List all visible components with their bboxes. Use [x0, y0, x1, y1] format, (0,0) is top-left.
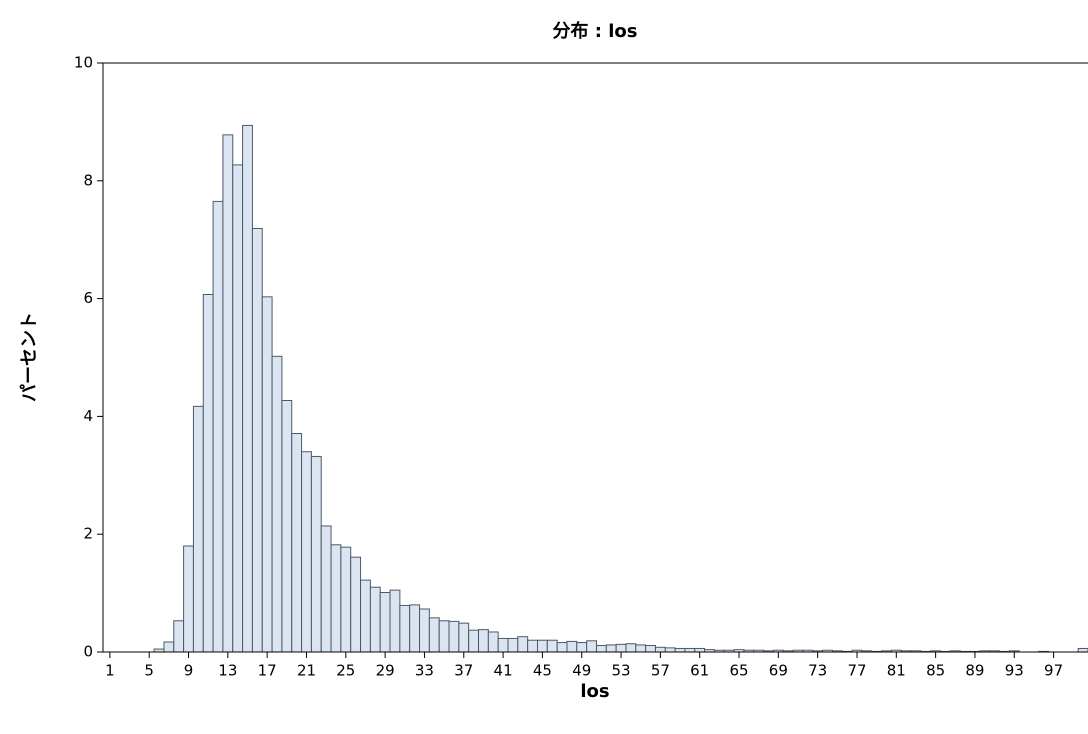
bar — [281, 399, 293, 653]
bar — [202, 293, 214, 653]
bar — [369, 586, 381, 653]
x-tick-label: 37 — [454, 662, 473, 680]
bar — [635, 644, 647, 653]
bar — [163, 641, 175, 653]
bar — [694, 647, 706, 653]
x-axis-label: los — [580, 681, 609, 702]
x-tick-label: 49 — [572, 662, 591, 680]
bar — [487, 631, 499, 653]
bar — [301, 451, 312, 653]
bar — [310, 455, 322, 653]
bar — [350, 556, 362, 653]
bar — [674, 647, 686, 653]
bar — [497, 637, 509, 653]
bar — [576, 642, 588, 653]
y-tick-label: 10 — [74, 54, 93, 72]
bar — [595, 645, 607, 653]
y-tick-label: 6 — [83, 289, 93, 307]
bar — [556, 642, 568, 653]
x-tick-label: 53 — [612, 662, 631, 680]
chart-title: 分布 : los — [553, 20, 638, 42]
x-tick-label: 61 — [690, 662, 709, 680]
bar — [419, 608, 430, 653]
bar — [664, 647, 676, 653]
bar — [251, 228, 263, 653]
bar — [379, 592, 391, 653]
bar — [242, 124, 253, 653]
bar — [507, 637, 519, 653]
bar — [389, 589, 401, 653]
y-axis-label: パーセント — [19, 312, 40, 402]
bar — [261, 296, 273, 653]
bar — [448, 620, 460, 653]
bar — [586, 640, 597, 653]
x-tick-label: 29 — [376, 662, 395, 680]
bar — [183, 545, 194, 653]
x-tick-label: 45 — [533, 662, 552, 680]
bar — [340, 546, 352, 653]
x-tick-label: 93 — [1005, 662, 1024, 680]
x-tick-label: 13 — [218, 662, 237, 680]
x-tick-label: 73 — [808, 662, 827, 680]
bar — [605, 644, 617, 653]
bar — [654, 646, 666, 653]
bar — [1077, 647, 1088, 653]
bar — [409, 604, 421, 653]
bar — [517, 636, 529, 653]
x-tick-label: 97 — [1044, 662, 1063, 680]
bar — [192, 405, 204, 653]
bar — [428, 617, 440, 653]
x-tick-label: 41 — [494, 662, 513, 680]
x-tick-label: 77 — [847, 662, 866, 680]
x-tick-label: 33 — [415, 662, 434, 680]
x-tick-label: 65 — [729, 662, 748, 680]
bar — [360, 579, 371, 653]
bar — [537, 639, 548, 653]
x-tick-label: 17 — [258, 662, 277, 680]
bar — [468, 629, 480, 653]
bar — [173, 620, 185, 653]
bar — [566, 640, 578, 653]
x-tick-label: 57 — [651, 662, 670, 680]
bar — [458, 622, 470, 653]
x-tick-label: 85 — [926, 662, 945, 680]
bar — [291, 432, 303, 653]
x-tick-label: 89 — [965, 662, 984, 680]
bar — [232, 164, 244, 653]
y-tick-label: 4 — [83, 407, 93, 425]
bar — [625, 643, 637, 653]
x-tick-label: 25 — [336, 662, 355, 680]
y-tick-label: 2 — [83, 525, 93, 543]
x-tick-label: 1 — [105, 662, 115, 680]
y-tick-label: 0 — [83, 643, 93, 661]
bar — [546, 639, 558, 653]
x-tick-label: 21 — [297, 662, 316, 680]
x-tick-label: 9 — [184, 662, 194, 680]
bar — [320, 525, 332, 653]
x-tick-label: 69 — [769, 662, 788, 680]
x-tick-label: 5 — [144, 662, 154, 680]
bar — [330, 544, 342, 653]
bar — [684, 647, 696, 653]
bar — [222, 134, 234, 653]
bar — [271, 355, 283, 653]
bar — [478, 629, 489, 653]
bar — [399, 604, 411, 653]
bar — [645, 645, 656, 653]
x-tick-label: 81 — [887, 662, 906, 680]
bar — [438, 620, 450, 653]
bar — [527, 639, 539, 653]
bar — [615, 643, 627, 653]
bar — [212, 200, 224, 653]
y-tick-label: 8 — [83, 171, 93, 189]
